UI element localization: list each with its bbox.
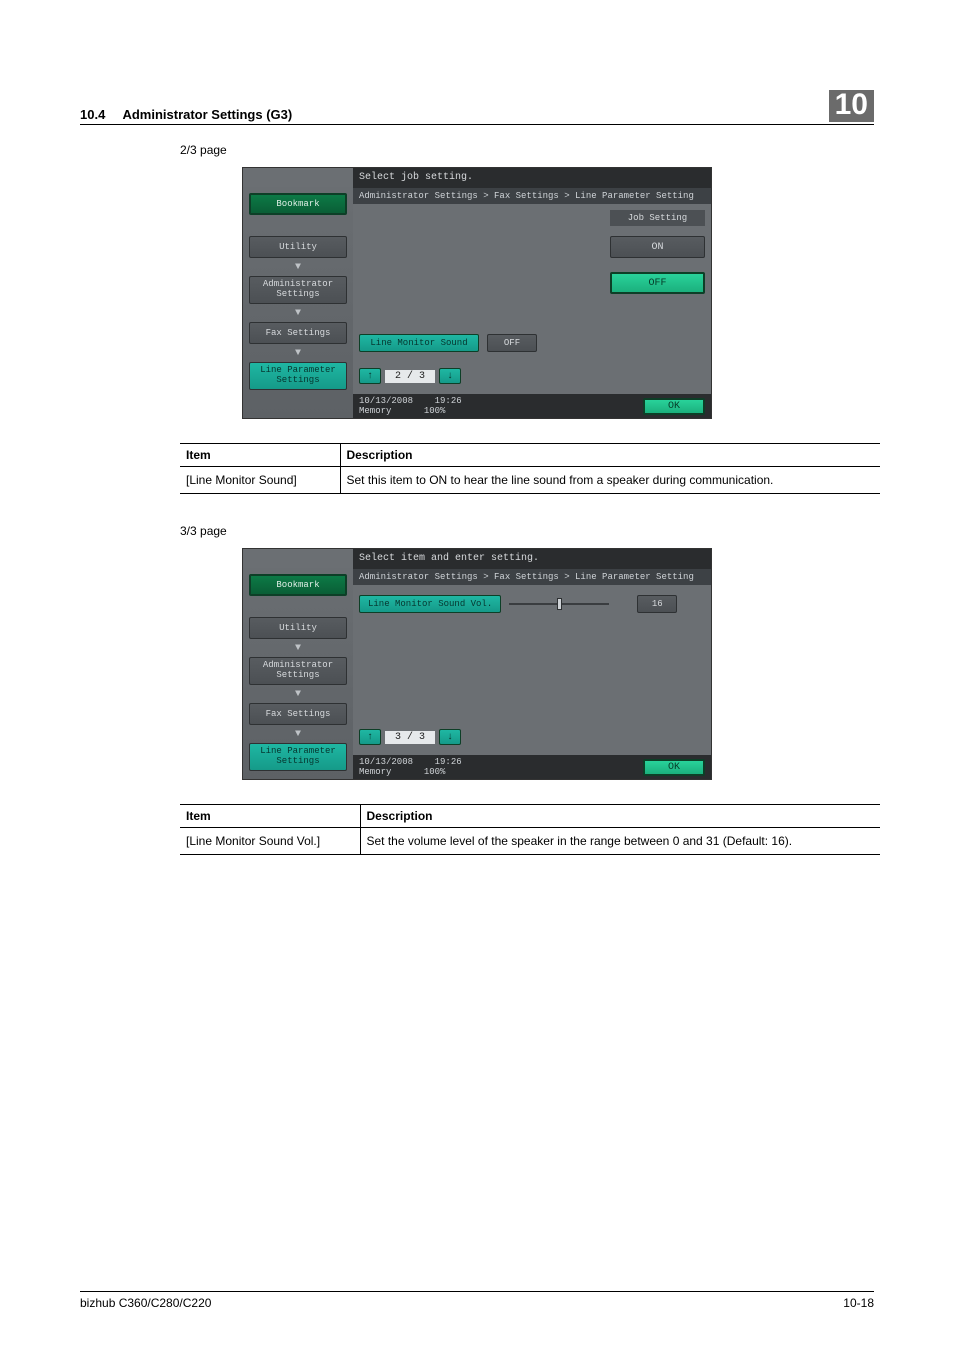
panel-instruction: Select job setting.	[353, 168, 711, 187]
table-header-desc: Description	[340, 444, 880, 467]
setting-row[interactable]: Line Monitor Sound Vol. 16	[359, 595, 677, 613]
on-button[interactable]: ON	[610, 236, 705, 258]
copier-panel-3: Select item and enter setting. Bookmark …	[242, 548, 712, 780]
subhead-2of3: 2/3 page	[180, 143, 874, 157]
footer-right: 10-18	[843, 1296, 874, 1310]
status-date: 10/13/2008	[359, 396, 413, 406]
setting-row[interactable]: Line Monitor Sound OFF	[359, 334, 537, 352]
section-number: 10.4	[80, 107, 105, 122]
description-table-3: Item Description [Line Monitor Sound Vol…	[180, 804, 880, 855]
sidebar: Bookmark Utility ▼ Administrator Setting…	[243, 187, 353, 418]
status-mem-value: 100%	[424, 406, 446, 416]
section-heading: 10.4 Administrator Settings (G3)	[80, 107, 292, 122]
breadcrumb: Administrator Settings > Fax Settings > …	[353, 568, 711, 585]
chevron-down-icon: ▼	[249, 307, 347, 319]
status-date: 10/13/2008	[359, 757, 413, 767]
table-cell-desc: Set this item to ON to hear the line sou…	[340, 467, 880, 494]
ok-button[interactable]: OK	[643, 759, 705, 776]
page-footer: bizhub C360/C280/C220 10-18	[80, 1291, 874, 1310]
setting-row-label: Line Monitor Sound	[359, 334, 479, 352]
footer-left: bizhub C360/C280/C220	[80, 1296, 211, 1310]
page-up-button[interactable]: ↑	[359, 729, 381, 745]
page-indicator: 3 / 3	[385, 731, 435, 744]
ok-button[interactable]: OK	[643, 398, 705, 415]
table-header-item: Item	[180, 805, 360, 828]
sidebar-fax-settings[interactable]: Fax Settings	[249, 703, 347, 725]
page-indicator: 2 / 3	[385, 370, 435, 383]
sidebar-admin-settings[interactable]: Administrator Settings	[249, 276, 347, 304]
setting-row-label: Line Monitor Sound Vol.	[359, 595, 501, 613]
section-title: Administrator Settings (G3)	[122, 107, 292, 122]
setting-row-value: 16	[637, 595, 677, 613]
chevron-down-icon: ▼	[249, 261, 347, 273]
job-setting-panel: Job Setting ON OFF	[610, 210, 705, 294]
volume-slider-knob[interactable]	[557, 598, 562, 610]
page-down-button[interactable]: ↓	[439, 368, 461, 384]
bookmark-button[interactable]: Bookmark	[249, 574, 347, 596]
page-down-button[interactable]: ↓	[439, 729, 461, 745]
table-header-desc: Description	[360, 805, 880, 828]
bookmark-button[interactable]: Bookmark	[249, 193, 347, 215]
chevron-down-icon: ▼	[249, 347, 347, 359]
subhead-3of3: 3/3 page	[180, 524, 874, 538]
chapter-badge: 10	[829, 90, 874, 122]
sidebar-fax-settings[interactable]: Fax Settings	[249, 322, 347, 344]
status-bar: 10/13/2008 19:26 Memory 100% OK	[353, 394, 711, 418]
page-header: 10.4 Administrator Settings (G3) 10	[80, 90, 874, 125]
sidebar-line-param[interactable]: Line Parameter Settings	[249, 362, 347, 390]
pager: ↑ 3 / 3 ↓	[359, 729, 461, 745]
page-up-button[interactable]: ↑	[359, 368, 381, 384]
status-mem-value: 100%	[424, 767, 446, 777]
sidebar-utility[interactable]: Utility	[249, 236, 347, 258]
off-button[interactable]: OFF	[610, 272, 705, 294]
copier-panel-2: Select job setting. Bookmark Utility ▼ A…	[242, 167, 712, 419]
panel-instruction: Select item and enter setting.	[353, 549, 711, 568]
breadcrumb: Administrator Settings > Fax Settings > …	[353, 187, 711, 204]
chevron-down-icon: ▼	[249, 688, 347, 700]
status-mem-label: Memory	[359, 406, 391, 416]
status-bar: 10/13/2008 19:26 Memory 100% OK	[353, 755, 711, 779]
status-mem-label: Memory	[359, 767, 391, 777]
table-cell-desc: Set the volume level of the speaker in t…	[360, 828, 880, 855]
table-cell-item: [Line Monitor Sound Vol.]	[180, 828, 360, 855]
sidebar-utility[interactable]: Utility	[249, 617, 347, 639]
table-cell-item: [Line Monitor Sound]	[180, 467, 340, 494]
sidebar: Bookmark Utility ▼ Administrator Setting…	[243, 568, 353, 779]
status-time: 19:26	[435, 396, 462, 406]
pager: ↑ 2 / 3 ↓	[359, 368, 461, 384]
status-time: 19:26	[435, 757, 462, 767]
chevron-down-icon: ▼	[249, 642, 347, 654]
setting-row-value: OFF	[487, 334, 537, 352]
job-setting-label: Job Setting	[610, 210, 705, 226]
description-table-2: Item Description [Line Monitor Sound] Se…	[180, 443, 880, 494]
sidebar-line-param[interactable]: Line Parameter Settings	[249, 743, 347, 771]
table-header-item: Item	[180, 444, 340, 467]
chevron-down-icon: ▼	[249, 728, 347, 740]
sidebar-admin-settings[interactable]: Administrator Settings	[249, 657, 347, 685]
